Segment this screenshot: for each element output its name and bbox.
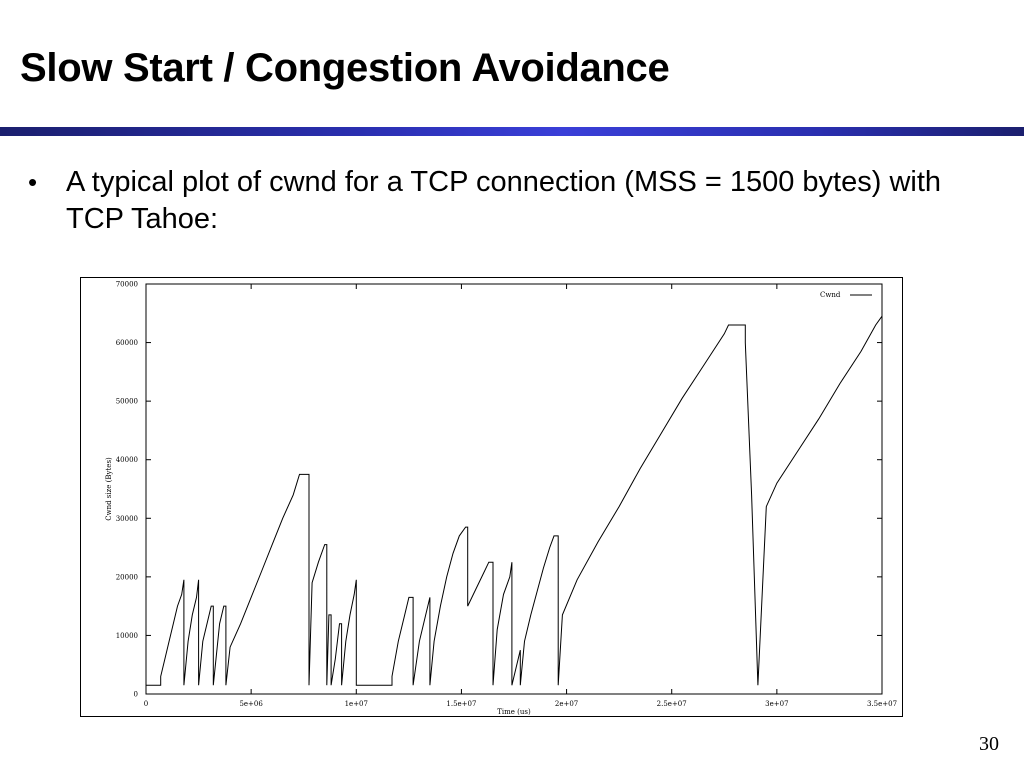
bullet-text: A typical plot of cwnd for a TCP connect… [66, 166, 942, 235]
series-line-cwnd [146, 315, 883, 686]
y-tick-label: 10000 [116, 632, 138, 640]
x-tick-label: 3e+07 [765, 700, 788, 708]
y-tick-label: 20000 [116, 573, 138, 581]
x-tick-label: 5e+06 [239, 700, 263, 708]
x-tick-label: 1e+07 [345, 700, 368, 708]
bullet-marker: • [28, 167, 38, 197]
y-tick-label: 0 [134, 691, 138, 699]
y-tick-label: 50000 [116, 398, 138, 406]
plot-area-border [145, 283, 883, 695]
page-number: 30 [979, 733, 999, 755]
y-tick-label: 70000 [116, 281, 138, 289]
y-tick-label: 60000 [116, 339, 138, 347]
slide-title: Slow Start / Congestion Avoidance [20, 46, 670, 90]
x-tick-label: 2.5e+07 [657, 700, 687, 708]
x-axis-label: Time (us) [497, 708, 531, 716]
y-tick-label: 30000 [116, 515, 138, 523]
y-tick-label: 40000 [116, 456, 138, 464]
x-tick-label: 2e+07 [555, 700, 578, 708]
legend-label: Cwnd [820, 291, 841, 299]
y-axis-label: Cwnd size (Bytes) [105, 457, 113, 521]
chart-canvas: 0 10000 20000 30000 40000 50000 60000 70000 0 5e+… [105, 281, 897, 717]
cwnd-chart: 0 10000 20000 30000 40000 50000 60000 70000 0 5e+… [80, 277, 903, 717]
title-divider [0, 127, 1024, 136]
x-tick-label: 3.5e+07 [867, 700, 897, 708]
x-tick-label: 1.5e+07 [446, 700, 476, 708]
x-tick-label: 0 [144, 700, 148, 708]
